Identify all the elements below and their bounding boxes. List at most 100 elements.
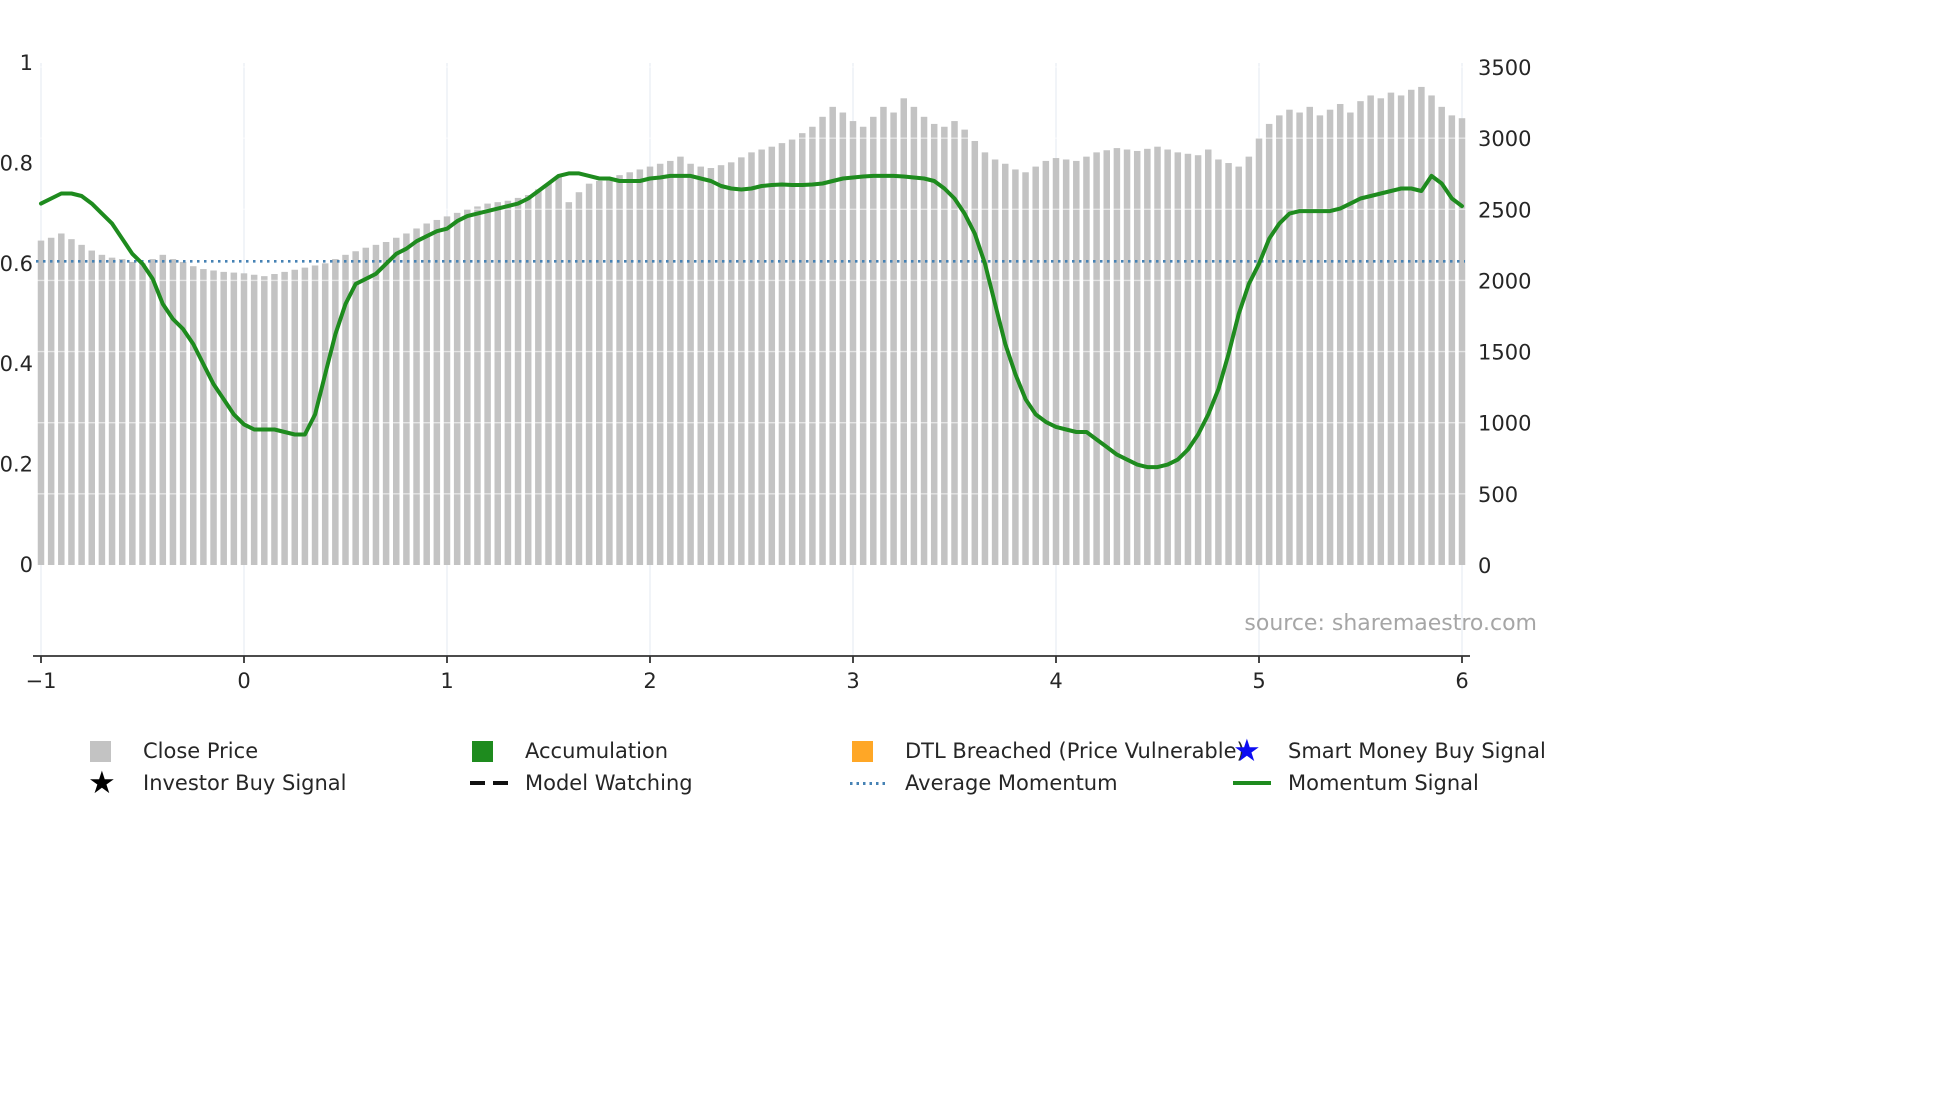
close-price-bar (910, 106, 918, 565)
close-price-bar (788, 139, 796, 565)
close-price-bar (951, 121, 958, 565)
close-price-bar (1215, 159, 1222, 566)
close-price-bar (190, 266, 197, 565)
close-price-bar (332, 259, 339, 565)
legend-item-average-momentum: Average Momentum (850, 771, 1233, 795)
close-price-bar (139, 263, 146, 565)
close-price-bar (636, 169, 644, 565)
orange-square-icon (852, 740, 873, 762)
y-tick-label-left: 0 (20, 553, 33, 577)
close-price-bar (98, 254, 106, 565)
close-price-bar (778, 143, 786, 565)
x-tick-label: 1 (440, 669, 453, 693)
close-price-bar (971, 140, 979, 566)
close-price-bar (575, 192, 583, 565)
close-price-bar (1083, 156, 1090, 565)
close-price-swatch (88, 740, 130, 762)
y-tick-label-left: 0.4 (0, 352, 33, 376)
close-price-bar (930, 123, 938, 565)
close-price-bar (687, 163, 694, 565)
close-price-bar (291, 269, 298, 565)
close-price-bar (281, 271, 288, 565)
x-tick-label: 2 (643, 669, 656, 693)
close-price-bar (606, 177, 613, 566)
close-price-bar (433, 219, 441, 565)
close-price-bar (78, 244, 85, 566)
model-watching-swatch (470, 781, 512, 785)
close-price-bar (1245, 156, 1253, 565)
y-tick-label-right: 1000 (1478, 412, 1531, 436)
legend-label-investor-buy-signal: Investor Buy Signal (143, 771, 347, 795)
close-price-bar (342, 254, 349, 565)
close-price-bar (880, 106, 887, 565)
close-price-bar (859, 126, 867, 565)
close-price-bar (1154, 146, 1161, 565)
close-price-bar (1336, 103, 1344, 566)
close-price-bar (1052, 158, 1060, 565)
close-price-bar (585, 183, 593, 566)
close-price-bar (1174, 152, 1182, 565)
y-tick-label-right: 2500 (1478, 198, 1531, 222)
close-price-bar (667, 160, 674, 565)
close-price-bar (1458, 118, 1466, 565)
x-tick-label: 0 (237, 669, 250, 693)
close-price-bar (210, 270, 217, 565)
close-price-bar (1387, 92, 1395, 566)
close-price-bar (707, 168, 715, 565)
blue-star-icon: ★ (1233, 732, 1261, 769)
close-price-bar (626, 172, 633, 566)
close-price-bar (1032, 166, 1039, 565)
legend-item-momentum-signal: Momentum Signal (1233, 771, 1546, 795)
close-price-bar (149, 259, 156, 565)
close-price-bar (301, 267, 309, 565)
close-price-bar (1316, 115, 1324, 565)
legend-item-investor-buy-signal: ★ Investor Buy Signal (88, 764, 470, 801)
close-price-bar (748, 152, 755, 565)
average-momentum-swatch (850, 781, 892, 785)
y-tick-label-right: 0 (1478, 554, 1491, 578)
close-price-bar (1418, 86, 1425, 566)
close-price-bar (261, 276, 268, 565)
x-tick-label: 3 (846, 669, 859, 693)
close-price-bar (1123, 149, 1131, 565)
y-tick-label-left: 1 (20, 51, 33, 75)
close-price-bar (829, 106, 836, 565)
close-price-bar (1073, 160, 1080, 565)
legend-label-smart-money-buy-signal: Smart Money Buy Signal (1288, 739, 1546, 763)
close-price-bar (768, 146, 776, 565)
close-price-bar (1133, 150, 1141, 565)
close-price-bar (1184, 153, 1192, 566)
close-price-bar (1042, 160, 1050, 565)
x-tick-label: 4 (1049, 669, 1062, 693)
close-price-bar (1367, 95, 1374, 566)
legend-label-momentum-signal: Momentum Signal (1288, 771, 1479, 795)
black-star-icon: ★ (88, 764, 116, 801)
black-dashed-line-icon (470, 781, 508, 785)
close-price-bar (616, 175, 623, 565)
close-price-bar (1397, 95, 1405, 566)
close-price-bar (870, 116, 877, 566)
close-price-bar (159, 254, 167, 565)
close-price-bar (362, 247, 370, 565)
close-price-bar (179, 261, 187, 565)
close-price-bar (565, 202, 573, 566)
close-price-bar (1448, 115, 1456, 565)
close-price-bar (464, 209, 471, 566)
x-tick-label: 5 (1252, 669, 1265, 693)
close-price-bar (809, 126, 816, 565)
close-price-bar (47, 237, 55, 566)
close-price-bar (1164, 149, 1171, 565)
y-tick-label-right: 2000 (1478, 269, 1531, 293)
close-price-bar (58, 233, 65, 565)
close-price-bar (677, 156, 684, 565)
close-price-bar (1276, 115, 1283, 565)
close-price-bar (1438, 106, 1445, 565)
close-price-bar (981, 152, 989, 565)
momentum-signal-swatch (1233, 781, 1275, 785)
close-price-bar (656, 163, 664, 565)
close-price-bar (514, 197, 522, 565)
close-price-bar (535, 189, 542, 565)
close-price-bar (1093, 152, 1100, 565)
close-price-bar (1194, 155, 1202, 565)
dtl-breached-swatch (850, 740, 892, 762)
